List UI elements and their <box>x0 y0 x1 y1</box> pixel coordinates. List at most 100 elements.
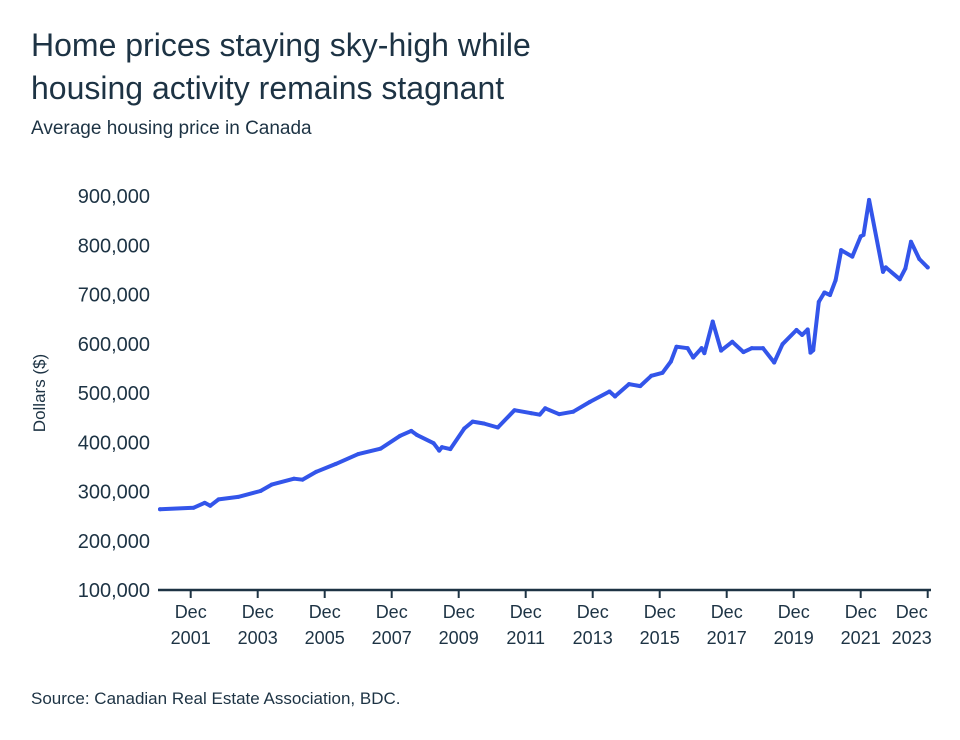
data-point <box>414 432 419 437</box>
data-point <box>398 433 403 438</box>
x-tick-label-year: 2017 <box>707 628 747 648</box>
chart-title-line-2: housing activity remains stagnant <box>31 70 505 106</box>
data-point <box>587 399 592 404</box>
data-point <box>741 350 746 355</box>
data-point <box>557 412 562 417</box>
data-point <box>571 409 576 414</box>
x-tick-label-year: 2011 <box>506 628 545 648</box>
x-tick-label-month: Dec <box>309 602 341 622</box>
data-point <box>925 265 930 270</box>
source-note: Source: Canadian Real Estate Association… <box>31 689 401 708</box>
data-point <box>772 360 777 365</box>
data-point <box>827 292 832 297</box>
x-tick-label-year: 2013 <box>573 628 613 648</box>
data-point <box>833 278 838 283</box>
y-tick-label: 900,000 <box>78 186 150 208</box>
data-point <box>638 384 643 389</box>
data-point <box>314 469 319 474</box>
x-tick-label-year: 2005 <box>305 628 345 648</box>
data-point <box>839 248 844 253</box>
data-point <box>674 344 679 349</box>
data-point <box>808 350 813 355</box>
series-line-average-price <box>158 197 930 512</box>
y-tick-label: 300,000 <box>78 482 150 504</box>
y-axis-title: Dollars ($) <box>30 354 49 432</box>
series-points <box>157 197 930 512</box>
y-tick-label: 500,000 <box>78 383 150 405</box>
data-point <box>439 445 444 450</box>
y-tick-label: 700,000 <box>78 285 150 307</box>
chart-title: Home prices staying sky-high while housi… <box>31 24 531 110</box>
data-point <box>191 505 196 510</box>
data-point <box>462 426 467 431</box>
x-tick-label-month: Dec <box>376 602 408 622</box>
y-tick-label: 200,000 <box>78 531 150 553</box>
data-point <box>816 299 821 304</box>
data-point <box>749 346 754 351</box>
data-point <box>481 421 486 426</box>
data-point <box>719 348 724 353</box>
data-point <box>258 489 263 494</box>
y-tick-label: 100,000 <box>78 580 150 602</box>
data-point <box>495 425 500 430</box>
data-point <box>626 382 631 387</box>
data-point <box>730 339 735 344</box>
data-point <box>760 346 765 351</box>
y-axis-ticks: 100,000 200,000 300,000 400,000 500,000 600,0… <box>78 186 150 602</box>
y-tick-label: 800,000 <box>78 235 150 257</box>
data-point <box>908 239 913 244</box>
data-point <box>356 452 361 457</box>
data-point <box>537 412 542 417</box>
y-tick-label: 400,000 <box>78 432 150 454</box>
data-point <box>529 411 534 416</box>
data-point <box>378 446 383 451</box>
data-point <box>269 482 274 487</box>
data-point <box>470 419 475 424</box>
data-point <box>903 266 908 271</box>
x-tick-label-year: 2007 <box>372 628 412 648</box>
x-tick-label-month: Dec <box>242 602 274 622</box>
data-point <box>300 477 305 482</box>
data-point <box>668 359 673 364</box>
data-point <box>861 232 866 237</box>
data-point <box>216 497 221 502</box>
data-point <box>710 319 715 324</box>
x-tick-label-year: 2001 <box>171 628 211 648</box>
x-tick-label-month: Dec <box>175 602 207 622</box>
data-point <box>867 197 872 202</box>
data-point <box>883 265 888 270</box>
data-point <box>431 441 436 446</box>
data-point <box>685 346 690 351</box>
x-tick-label-year: 2003 <box>238 628 278 648</box>
chart-subtitle: Average housing price in Canada <box>31 118 312 139</box>
x-tick-label-year: 2023 <box>892 628 932 648</box>
data-point <box>917 257 922 262</box>
data-point <box>649 373 654 378</box>
x-tick-label-month: Dec <box>510 602 542 622</box>
x-tick-label-year: 2015 <box>640 628 680 648</box>
data-point <box>800 332 805 337</box>
data-point <box>236 494 241 499</box>
data-point <box>780 342 785 347</box>
x-axis-ticks: Dec 2001 Dec 2003 Dec 2005 Dec 2007 Dec 2009 Dec 20… <box>171 590 932 648</box>
x-tick-label-year: 2021 <box>841 628 881 648</box>
data-point <box>291 476 296 481</box>
data-point <box>333 461 338 466</box>
data-point <box>448 447 453 452</box>
data-point <box>811 348 816 353</box>
data-point <box>822 290 827 295</box>
x-tick-label-month: Dec <box>443 602 475 622</box>
data-point <box>881 269 886 274</box>
data-point <box>437 448 442 453</box>
data-point <box>157 507 162 512</box>
data-point <box>543 406 548 411</box>
x-tick-label-month: Dec <box>644 602 676 622</box>
y-tick-label: 600,000 <box>78 334 150 356</box>
x-tick-label-month: Dec <box>711 602 743 622</box>
x-tick-label-month: Dec <box>896 602 928 622</box>
data-point <box>897 277 902 282</box>
x-tick-label-month: Dec <box>577 602 609 622</box>
data-point <box>607 389 612 394</box>
data-point <box>850 254 855 259</box>
